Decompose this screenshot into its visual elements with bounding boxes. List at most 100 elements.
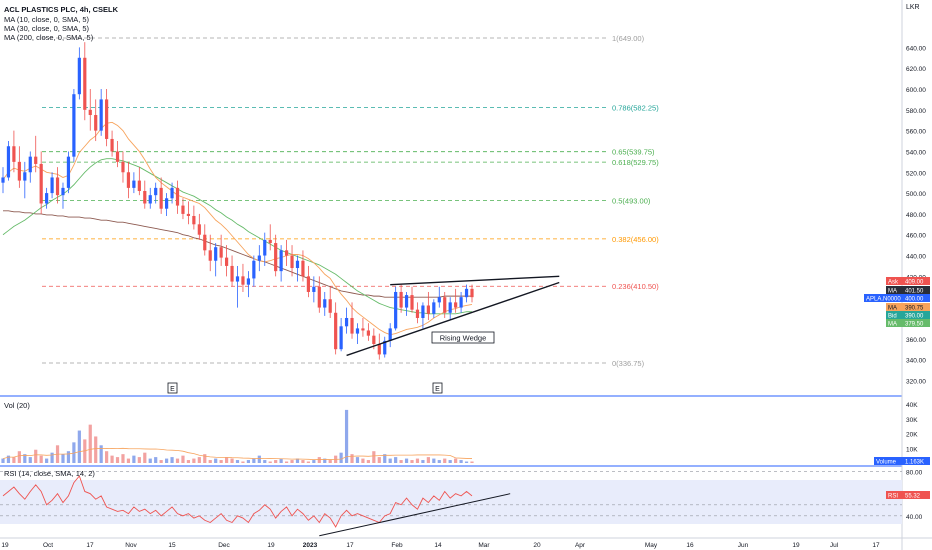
- candle-body-54: [295, 260, 300, 269]
- volume-bar-21: [115, 457, 120, 463]
- volume-bar-74: [404, 458, 409, 463]
- price-tick-0: 640.00: [906, 45, 926, 52]
- volume-bar-80: [437, 460, 441, 463]
- candle-body-80: [437, 297, 441, 303]
- time-tick-10: 14: [434, 542, 442, 549]
- earnings-marker-2[interactable]: [432, 382, 443, 394]
- volume-bar-8: [45, 458, 49, 463]
- candle-body-55: [301, 260, 305, 277]
- tag-label-bg-4: [886, 311, 902, 319]
- time-tick-13: Apr: [575, 542, 586, 549]
- candle-body-84: [459, 297, 463, 308]
- volume-bar-76: [415, 458, 420, 463]
- volume-bar-32: [175, 458, 180, 463]
- volume-tag-value-bg: [902, 457, 930, 465]
- ma10-line: [2, 121, 473, 336]
- candle-body-0: [1, 177, 5, 183]
- volume-bar-57: [312, 460, 316, 463]
- tag-value-3: 390.75: [905, 306, 924, 312]
- volume-bar-20: [110, 455, 114, 463]
- volume-bar-30: [165, 458, 169, 463]
- tag-label-5: MA: [888, 322, 897, 328]
- time-tick-3: Nov: [125, 542, 137, 549]
- rsi-tag-value-bg: [902, 491, 930, 499]
- tag-value-1: 401.50: [905, 289, 924, 295]
- ma200-line: [3, 210, 472, 298]
- time-tick-17: 19: [792, 542, 800, 549]
- candle-body-71: [388, 328, 392, 341]
- pattern-label-box[interactable]: [431, 331, 495, 344]
- volume-bar-56: [306, 461, 310, 463]
- volume-bar-64: [350, 454, 354, 463]
- candle-body-56: [306, 276, 310, 292]
- earnings-marker-1[interactable]: [167, 382, 178, 394]
- tag-label-4: Bid: [888, 314, 897, 320]
- volume-bar-66: [361, 458, 365, 463]
- candle-body-63: [344, 317, 349, 327]
- volume-bar-53: [290, 460, 294, 463]
- volume-tick-0: 40K: [906, 402, 918, 409]
- volume-bar-24: [132, 455, 136, 463]
- volume-bar-34: [186, 460, 191, 463]
- wedge-upper-line: [390, 275, 560, 286]
- time-tick-8: 17: [346, 542, 354, 549]
- volume-bar-69: [377, 457, 381, 463]
- candle-body-16: [88, 109, 92, 116]
- candle-body-26: [143, 191, 147, 204]
- candle-body-39: [214, 247, 218, 261]
- candle-body-44: [241, 276, 245, 285]
- volume-bar-38: [208, 460, 212, 463]
- fib-label-6: 0.236(410.50): [612, 282, 659, 291]
- candle-body-58: [317, 286, 321, 308]
- volume-bar-78: [426, 457, 430, 463]
- candle-body-51: [279, 250, 283, 272]
- time-tick-4: 15: [168, 542, 176, 549]
- volume-bar-60: [328, 460, 332, 463]
- candle-body-85: [464, 288, 469, 298]
- candle-body-60: [328, 299, 332, 313]
- time-tick-12: 20: [533, 542, 541, 549]
- fib-label-4: 0.5(493.00): [612, 196, 651, 205]
- tag-value-0: 409.00: [905, 280, 924, 286]
- candle-body-40: [219, 247, 223, 258]
- candle-body-13: [72, 94, 76, 157]
- rsi-tag-label: RSI: [888, 494, 898, 500]
- candle-body-45: [246, 278, 251, 285]
- volume-bar-41: [224, 457, 229, 463]
- volume-bar-42: [230, 458, 234, 463]
- candle-body-46: [252, 260, 256, 279]
- candle-body-34: [186, 213, 191, 216]
- volume-bar-63: [344, 409, 349, 463]
- volume-bar-22: [121, 454, 125, 463]
- tag-label-bg-5: [886, 319, 902, 327]
- volume-bar-44: [241, 461, 245, 463]
- candle-body-62: [339, 326, 343, 350]
- candle-body-86: [470, 288, 474, 298]
- time-tick-11: Mar: [478, 542, 490, 549]
- candle-body-74: [404, 295, 409, 308]
- candle-body-19: [105, 99, 109, 139]
- candle-body-28: [154, 187, 158, 196]
- volume-tick-1: 30K: [906, 417, 918, 424]
- pattern-label: Rising Wedge: [440, 334, 487, 343]
- price-tick-1: 620.00: [906, 66, 926, 73]
- volume-bar-19: [105, 451, 109, 463]
- volume-bar-23: [126, 458, 131, 463]
- candle-body-20: [110, 138, 114, 152]
- volume-tick-3: 10K: [906, 446, 918, 453]
- volume-bar-68: [372, 451, 376, 463]
- volume-bar-58: [317, 457, 321, 463]
- candle-body-17: [94, 115, 98, 131]
- price-tick-4: 560.00: [906, 129, 926, 136]
- symbol-price-value: 400.00: [905, 297, 924, 303]
- rsi-tag-label-bg: [886, 491, 902, 499]
- candle-body-37: [203, 234, 207, 251]
- candle-body-61: [334, 312, 338, 350]
- time-tick-15: 16: [686, 542, 694, 549]
- volume-bar-2: [12, 457, 16, 463]
- volume-bar-1: [6, 455, 11, 463]
- tag-label-3: MA: [888, 306, 897, 312]
- volume-bar-84: [459, 460, 463, 463]
- tag-value-5: 379.50: [905, 322, 924, 328]
